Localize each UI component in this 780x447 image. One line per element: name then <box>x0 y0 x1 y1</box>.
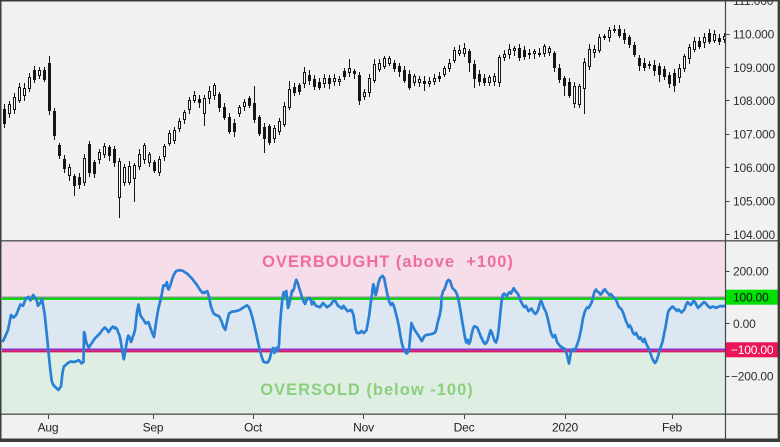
svg-text:108.000: 108.000 <box>733 94 776 108</box>
svg-text:0.00: 0.00 <box>733 317 756 331</box>
svg-text:Dec: Dec <box>454 421 475 435</box>
svg-text:106.000: 106.000 <box>733 161 776 175</box>
svg-text:−200.00: −200.00 <box>731 370 774 384</box>
svg-text:2020: 2020 <box>552 421 578 435</box>
svg-text:107.000: 107.000 <box>733 128 776 142</box>
svg-text:OVERBOUGHT (above +100): OVERBOUGHT (above +100) <box>262 253 514 271</box>
svg-text:Feb: Feb <box>662 421 683 435</box>
svg-text:104.000: 104.000 <box>733 228 776 242</box>
svg-text:−100.00: −100.00 <box>731 343 774 357</box>
svg-text:Nov: Nov <box>353 421 374 435</box>
svg-text:Sep: Sep <box>143 421 164 435</box>
svg-text:OVERSOLD (below -100): OVERSOLD (below -100) <box>260 381 474 399</box>
svg-text:105.000: 105.000 <box>733 194 776 208</box>
svg-text:Oct: Oct <box>244 421 263 435</box>
svg-text:109.000: 109.000 <box>733 61 776 75</box>
svg-text:100.00: 100.00 <box>733 291 769 305</box>
svg-text:110.000: 110.000 <box>733 27 775 41</box>
svg-text:111.000: 111.000 <box>733 0 774 8</box>
svg-text:Aug: Aug <box>38 421 59 435</box>
svg-text:200.00: 200.00 <box>733 265 769 279</box>
